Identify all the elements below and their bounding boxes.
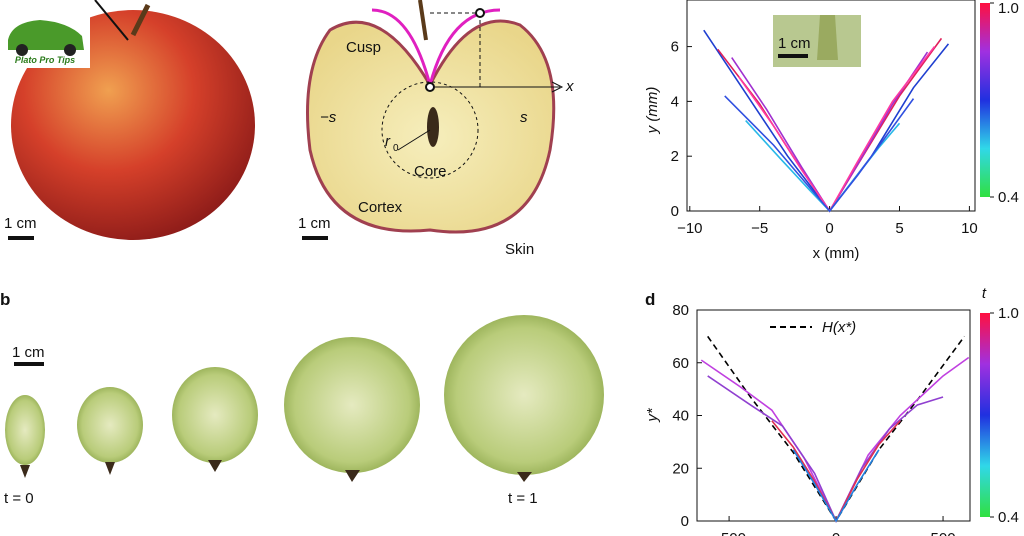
annotation: Skin <box>505 241 534 258</box>
scale-label: 1 cm <box>778 35 811 52</box>
time-label: t = 1 <box>508 490 538 507</box>
annotation: Cusp <box>346 39 381 56</box>
y-tick-label: 4 <box>671 93 679 110</box>
data-line <box>792 449 880 523</box>
inset-photo <box>773 15 861 67</box>
colorbar-label: 1.0 <box>998 0 1019 17</box>
legend-label: H(x*) <box>822 319 856 336</box>
data-line <box>700 356 970 523</box>
scale-label: 1 cm <box>12 344 45 361</box>
scale-label: 1 cm <box>4 215 37 232</box>
colorbar <box>980 3 990 197</box>
y-tick-label: 20 <box>672 460 689 477</box>
annotation: r <box>385 133 391 150</box>
annotation: s <box>520 109 528 126</box>
data-line <box>771 420 901 523</box>
panel-letter: b <box>0 290 10 309</box>
scale-bar <box>14 362 44 366</box>
data-line <box>707 335 966 523</box>
x-tick-label: 10 <box>961 220 978 237</box>
logo: Plato Pro Tips <box>0 0 90 68</box>
y-tick-label: 60 <box>672 355 689 372</box>
colorbar-label: 0.4 <box>998 509 1019 526</box>
fruit-photos <box>5 315 604 482</box>
y-axis-label: y* <box>644 407 661 423</box>
panel-letter: d <box>645 290 655 309</box>
scale-bar <box>302 236 328 240</box>
annotation: Cortex <box>358 199 403 216</box>
plot-frame <box>686 0 976 212</box>
scale-bar <box>8 236 34 240</box>
x-tick-label: −500 <box>712 530 746 536</box>
x-tick-label: 5 <box>895 220 903 237</box>
time-label: t = 0 <box>4 490 34 507</box>
x-tick-label: 500 <box>931 530 956 536</box>
y-tick-label: 6 <box>671 39 679 56</box>
x-tick-label: −5 <box>751 220 768 237</box>
x-tick-label: 0 <box>832 530 840 536</box>
y-axis-label: y (mm) <box>644 87 661 135</box>
y-tick-label: 40 <box>672 408 689 425</box>
colorbar-title: t <box>982 285 987 302</box>
logo-text: Plato Pro Tips <box>15 55 75 65</box>
scale-label: 1 cm <box>298 215 331 232</box>
y-tick-label: 2 <box>671 148 679 165</box>
plot-frame <box>696 309 971 522</box>
apple-section <box>306 0 564 234</box>
y-tick-label: 80 <box>672 302 689 319</box>
y-tick-label: 0 <box>671 203 679 220</box>
data-line <box>738 46 936 213</box>
annotation: 0 <box>393 143 399 154</box>
annotation: Core <box>414 163 447 180</box>
colorbar-label: 1.0 <box>998 305 1019 322</box>
annotation: −s <box>320 109 337 126</box>
colorbar <box>980 313 990 517</box>
annotation: x <box>565 78 574 95</box>
x-tick-label: −10 <box>677 220 702 237</box>
x-axis-label: x (mm) <box>813 245 860 262</box>
data-line <box>724 95 915 213</box>
y-tick-label: 0 <box>681 513 689 530</box>
x-tick-label: 0 <box>825 220 833 237</box>
colorbar-label: 0.4 <box>998 189 1019 206</box>
